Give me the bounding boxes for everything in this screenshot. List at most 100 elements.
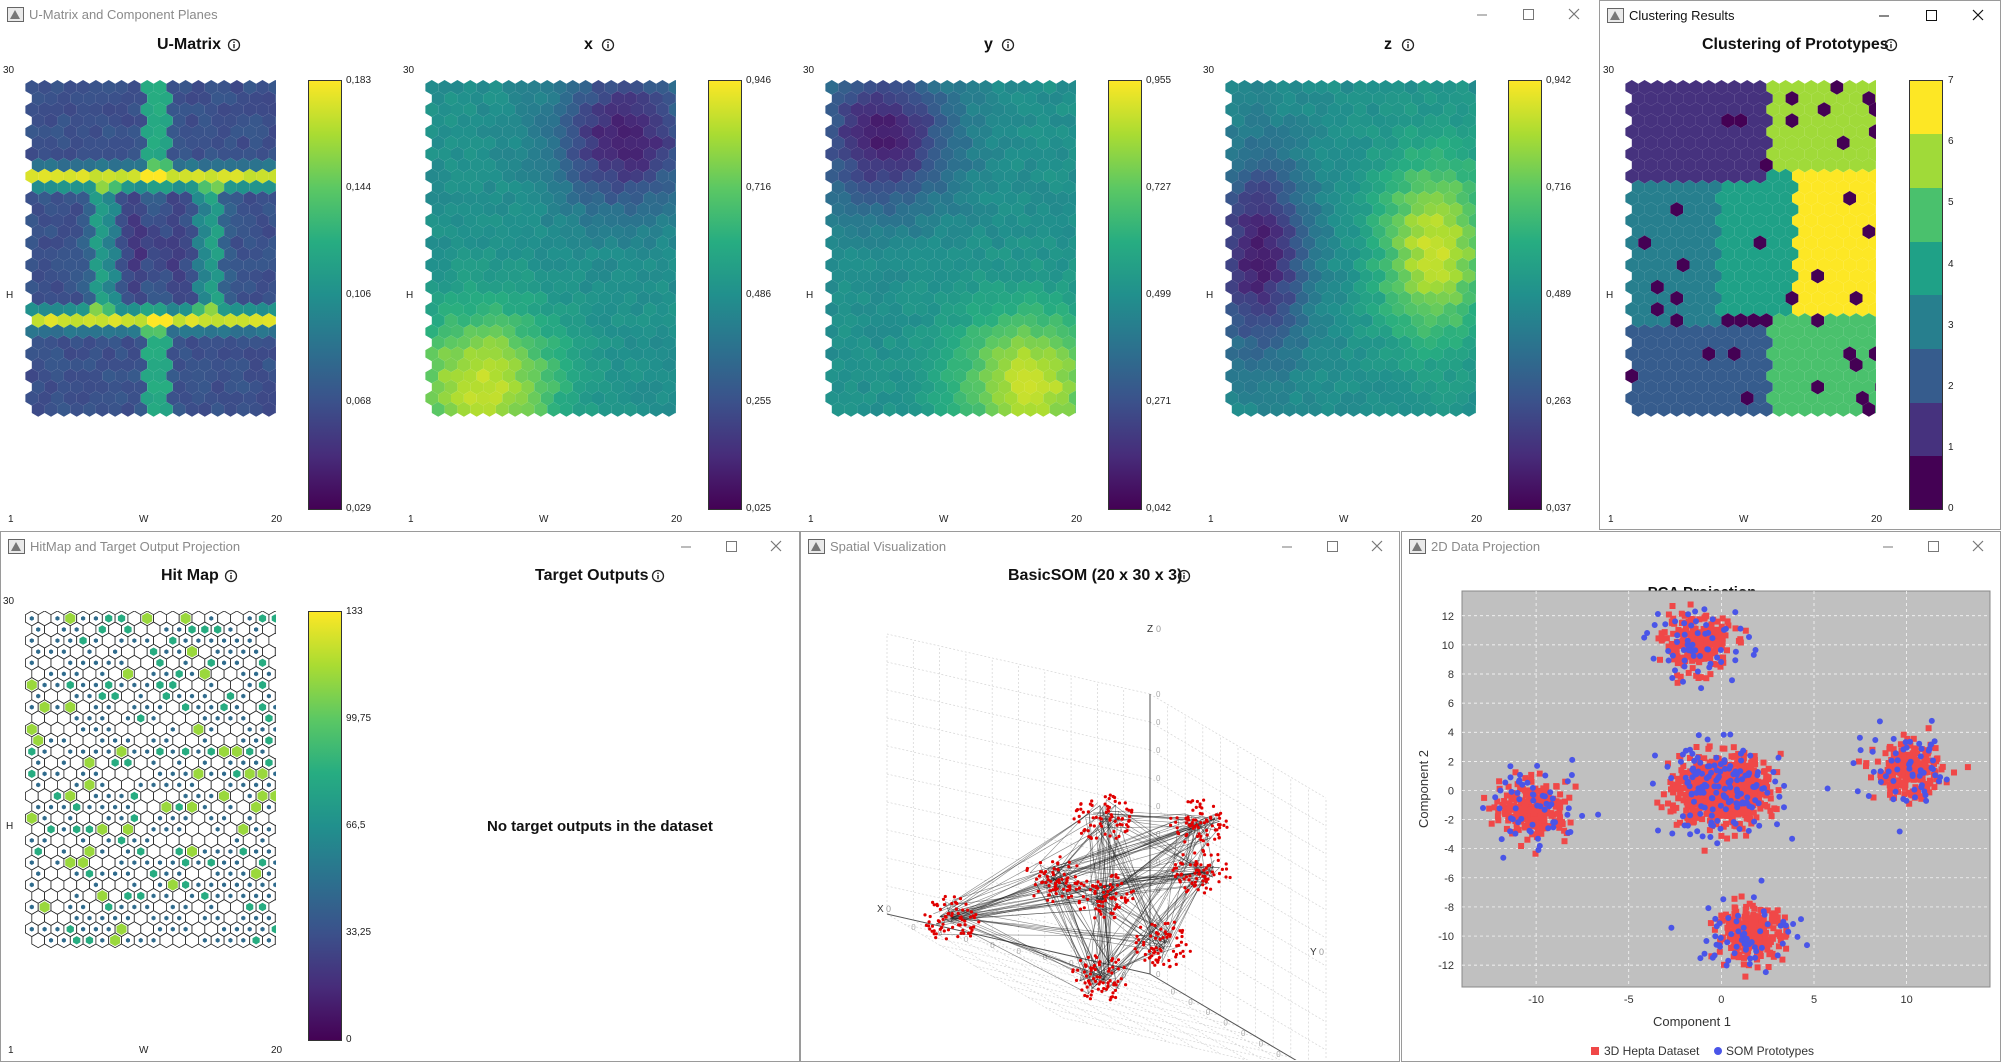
data-point	[1204, 880, 1208, 884]
hit-marker	[36, 804, 41, 810]
minimize-button[interactable]	[1460, 0, 1504, 30]
hex-cell	[1804, 235, 1818, 251]
hex-cell	[192, 346, 205, 362]
hit-marker	[106, 704, 111, 710]
umatrix-titlebar[interactable]: U-Matrix and Component Planes	[0, 0, 1596, 30]
hex-cell	[1011, 113, 1025, 129]
info-icon[interactable]	[601, 38, 615, 52]
info-icon[interactable]	[1177, 569, 1191, 583]
hit-marker	[124, 625, 132, 634]
hex-cell	[1721, 179, 1735, 195]
maximize-button[interactable]	[1506, 0, 1550, 30]
hex-cell	[1436, 179, 1450, 195]
hex-cell	[1740, 168, 1754, 184]
hex-cell	[1449, 379, 1463, 395]
hex-cell	[489, 324, 503, 339]
hit-marker	[226, 691, 235, 701]
close-button[interactable]	[1355, 532, 1399, 562]
hex-cell	[1321, 379, 1335, 395]
hex-cell	[57, 135, 71, 151]
hex-cell	[57, 379, 71, 395]
hex-map	[425, 80, 676, 417]
hex-cell	[1398, 91, 1412, 106]
hex-cell	[1651, 213, 1664, 228]
close-button[interactable]	[1552, 0, 1596, 30]
hex-cell	[1263, 124, 1277, 140]
close-button[interactable]	[1956, 1, 2000, 31]
info-icon[interactable]	[1001, 38, 1015, 52]
hex-cell	[1670, 91, 1684, 106]
data-point	[1142, 943, 1146, 947]
hex-cell	[217, 368, 231, 384]
hex-cell	[889, 368, 903, 384]
minimize-button[interactable]	[1265, 532, 1309, 562]
hit-marker	[151, 760, 156, 766]
data-point	[950, 914, 954, 918]
info-icon[interactable]	[224, 569, 238, 583]
hex-cell	[870, 91, 884, 106]
som-edge	[1188, 823, 1219, 832]
hex-cell	[243, 146, 257, 162]
som-edge	[1160, 941, 1168, 943]
minimize-button[interactable]	[664, 532, 708, 562]
maximize-button[interactable]	[1310, 532, 1354, 562]
hex-cell	[979, 324, 992, 339]
maximize-button[interactable]	[1909, 1, 1953, 31]
x-tick-label: 0	[964, 935, 969, 944]
hex-cell	[470, 113, 484, 129]
hit-marker	[252, 936, 260, 945]
data-point	[1101, 900, 1105, 904]
info-icon[interactable]	[1401, 38, 1415, 52]
hex-cell	[1631, 157, 1645, 173]
hex-cell	[566, 213, 580, 228]
hex-cell	[76, 102, 90, 117]
hex-cell	[1283, 357, 1296, 373]
hex-cell	[1811, 313, 1825, 328]
hex-cell	[1404, 235, 1418, 251]
hex-cell	[1843, 390, 1857, 406]
maximize-button[interactable]	[709, 532, 753, 562]
hex-cell	[243, 346, 257, 362]
close-button[interactable]	[754, 532, 798, 562]
hex-cell	[268, 102, 276, 117]
data-point	[1033, 883, 1037, 887]
data-point	[961, 928, 965, 932]
clustering-titlebar[interactable]: Clustering Results	[1600, 1, 2000, 31]
axis-right-label: 20	[1471, 514, 1483, 525]
hex-cell	[825, 346, 839, 362]
hex-cell	[1449, 290, 1463, 306]
som-3d-plot[interactable]: 00000000000000000000000000000 X 0 Y 0 Z …	[801, 600, 1399, 1060]
data-point	[1180, 930, 1184, 934]
hex-cell	[630, 346, 644, 362]
data-point	[943, 894, 947, 899]
hex-cell	[1056, 368, 1069, 384]
hex-cell	[825, 146, 839, 162]
hex-cell	[624, 335, 637, 351]
hex-cell	[1327, 302, 1341, 317]
maximize-icon	[1523, 9, 1534, 20]
hitmap-titlebar[interactable]: HitMap and Target Output Projection	[1, 532, 799, 562]
info-icon[interactable]	[227, 38, 241, 52]
hex-cell	[217, 191, 231, 206]
data-point	[1113, 915, 1117, 919]
hex-cell	[1449, 268, 1463, 284]
hex-cell	[483, 224, 496, 240]
data-point	[1153, 963, 1157, 967]
hit-marker	[151, 826, 156, 832]
info-icon[interactable]	[1884, 38, 1898, 52]
hex-cell	[51, 390, 64, 406]
hex-cell	[1334, 290, 1348, 306]
hit-marker	[273, 860, 276, 865]
hit-marker	[81, 904, 86, 910]
hex-cell	[915, 279, 928, 295]
hex-cell	[992, 324, 1005, 339]
hex-cell	[236, 401, 250, 417]
spatial-titlebar[interactable]: Spatial Visualization	[801, 532, 1399, 562]
hex-cell	[1049, 202, 1063, 217]
hit-marker	[81, 771, 86, 777]
hit-marker	[119, 815, 124, 821]
hex-cell	[1824, 135, 1837, 151]
info-icon[interactable]	[651, 569, 665, 583]
hex-cell	[1360, 246, 1373, 262]
minimize-button[interactable]	[1862, 1, 1906, 31]
